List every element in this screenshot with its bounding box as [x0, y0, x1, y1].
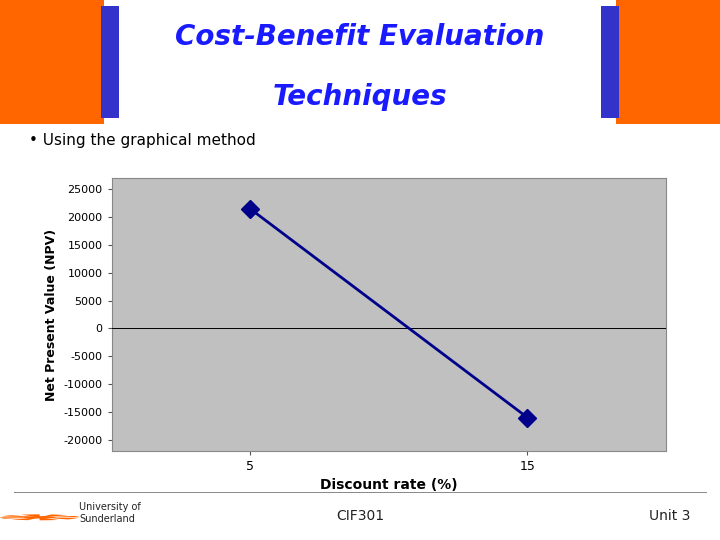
Bar — [0, 0, 104, 124]
Wedge shape — [21, 514, 40, 517]
Wedge shape — [40, 515, 68, 517]
Bar — [101, 6, 119, 118]
Wedge shape — [40, 516, 79, 517]
Text: Cost-Benefit Evaluation: Cost-Benefit Evaluation — [175, 23, 545, 51]
Text: CIF301: CIF301 — [336, 509, 384, 523]
Wedge shape — [12, 517, 40, 520]
Text: • Using the graphical method: • Using the graphical method — [29, 133, 256, 148]
Bar — [601, 6, 619, 118]
Text: Techniques: Techniques — [273, 83, 447, 111]
Y-axis label: Net Present Value (NPV): Net Present Value (NPV) — [45, 228, 58, 401]
Text: University of
Sunderland: University of Sunderland — [79, 502, 141, 524]
Circle shape — [24, 516, 55, 518]
Wedge shape — [40, 517, 58, 521]
Text: Unit 3: Unit 3 — [649, 509, 690, 523]
X-axis label: Discount rate (%): Discount rate (%) — [320, 478, 458, 492]
Wedge shape — [1, 515, 40, 517]
Wedge shape — [0, 517, 40, 519]
Bar — [616, 0, 720, 124]
Wedge shape — [40, 517, 78, 519]
